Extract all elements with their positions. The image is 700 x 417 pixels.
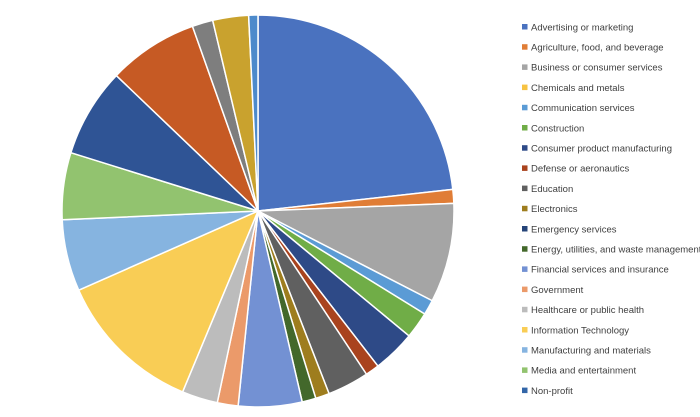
legend-swatch — [522, 145, 528, 151]
legend-label: Defense or aeronautics — [531, 164, 629, 175]
legend-label: Electronics — [531, 204, 578, 215]
legend-label: Non-profit — [531, 386, 573, 397]
legend-item-6: Consumer product manufacturing — [522, 144, 672, 155]
legend-swatch — [522, 226, 528, 232]
legend-item-13: Government — [522, 285, 584, 296]
legend-swatch — [522, 387, 528, 394]
legend-item-16: Manufacturing and materials — [522, 346, 651, 357]
legend-swatch — [522, 185, 528, 192]
legend-item-11: Energy, utilities, and waste management — [522, 245, 700, 256]
legend-item-12: Financial services and insurance — [522, 265, 669, 276]
legend-swatch — [522, 165, 528, 171]
legend-swatch — [522, 327, 528, 333]
legend-item-15: Information Technology — [522, 325, 629, 336]
legend: Advertising or marketing Agriculture, foo… — [522, 22, 700, 397]
legend-swatch — [522, 125, 528, 131]
legend-swatch — [522, 205, 528, 212]
legend-item-3: Chemicals and metals — [522, 83, 625, 94]
legend-item-7: Defense or aeronautics — [522, 164, 629, 175]
legend-swatch — [522, 246, 528, 252]
pie-slices — [61, 14, 455, 408]
legend-label: Energy, utilities, and waste management — [531, 245, 700, 256]
legend-item-10: Emergency services — [522, 224, 617, 235]
legend-swatch — [522, 104, 528, 111]
legend-swatch — [522, 266, 528, 272]
legend-label: Emergency services — [531, 224, 617, 235]
legend-item-14: Healthcare or public health — [522, 305, 644, 316]
legend-swatch — [522, 84, 528, 91]
legend-label: Agriculture, food, and beverage — [531, 43, 664, 54]
legend-item-0: Advertising or marketing — [522, 22, 633, 33]
legend-label: Financial services and insurance — [531, 265, 669, 276]
legend-label: Education — [531, 184, 573, 195]
legend-swatch — [522, 44, 528, 50]
pie-slice-15 — [77, 210, 259, 393]
pie-slice-0 — [257, 14, 454, 212]
legend-item-17: Media and entertainment — [522, 366, 636, 377]
legend-swatch — [522, 347, 528, 353]
legend-item-18: Non-profit — [522, 386, 573, 397]
legend-item-1: Agriculture, food, and beverage — [522, 43, 664, 54]
legend-item-8: Education — [522, 184, 573, 195]
legend-label: Consumer product manufacturing — [531, 144, 672, 155]
legend-label: Information Technology — [531, 325, 629, 336]
legend-label: Communication services — [531, 103, 635, 114]
legend-item-5: Construction — [522, 123, 584, 134]
legend-item-9: Electronics — [522, 204, 578, 215]
legend-swatch — [522, 306, 528, 313]
legend-label: Healthcare or public health — [531, 305, 644, 316]
legend-swatch — [522, 24, 528, 30]
legend-label: Chemicals and metals — [531, 83, 625, 94]
legend-item-4: Communication services — [522, 103, 635, 114]
legend-label: Business or consumer services — [531, 63, 663, 74]
legend-label: Media and entertainment — [531, 366, 636, 377]
legend-label: Advertising or marketing — [531, 22, 633, 33]
legend-label: Manufacturing and materials — [531, 346, 651, 357]
legend-swatch — [522, 286, 528, 293]
pie-slice-23 — [247, 14, 259, 212]
legend-label: Construction — [531, 123, 584, 134]
legend-label: Government — [531, 285, 584, 296]
legend-swatch — [522, 367, 528, 373]
legend-item-2: Business or consumer services — [522, 63, 663, 74]
pie-slice-2 — [257, 202, 455, 302]
legend-swatch — [522, 64, 528, 70]
